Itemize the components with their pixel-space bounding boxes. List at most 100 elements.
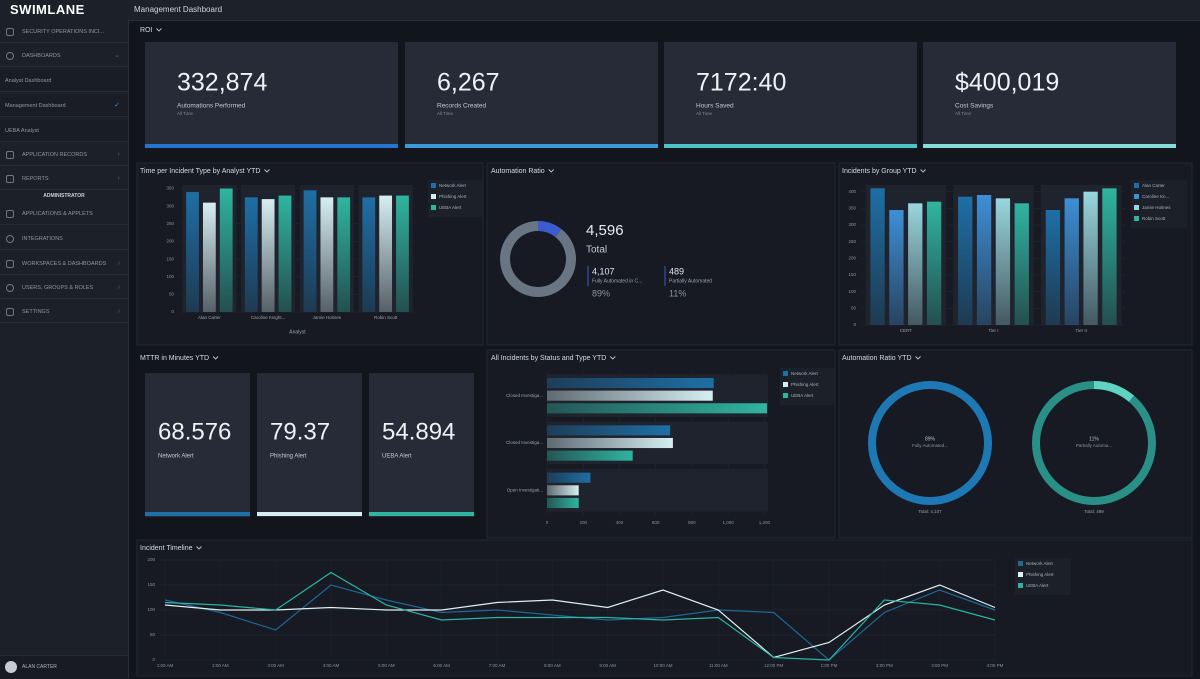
- chevron: [920, 169, 926, 173]
- y-tick-label: 300: [166, 203, 174, 208]
- legend-label: Network Alert: [791, 371, 819, 376]
- legend-box: [1015, 558, 1071, 595]
- x-tick-label: 3:00 PM: [931, 663, 948, 668]
- nav-item[interactable]: WORKSPACES & DASHBOARDS ›: [0, 253, 128, 275]
- legend-box: [1131, 180, 1187, 228]
- bar: [926, 201, 942, 325]
- nav-label: WORKSPACES & DASHBOARDS: [22, 261, 107, 267]
- kpi-value: 79.37: [270, 418, 330, 445]
- nav-label: APPLICATION RECORDS: [22, 152, 87, 158]
- kpi-label: Network Alert: [158, 454, 194, 460]
- kpi-note: All Time: [955, 111, 972, 116]
- x-tick-label: 4:00 AM: [323, 663, 340, 668]
- x-tick-label: 3:00 AM: [267, 663, 284, 668]
- chevron: [548, 169, 555, 173]
- panel-title: ROI: [140, 27, 153, 34]
- x-tick-label: 12:00 PM: [764, 663, 784, 668]
- kpi-note: All Time: [437, 111, 454, 116]
- nav-subitem[interactable]: Management Dashboard ✓: [0, 95, 128, 117]
- nav-item[interactable]: USERS, GROUPS & ROLES ›: [0, 277, 128, 299]
- legend-label: Caroline Kn...: [1142, 194, 1169, 199]
- nav-subitem[interactable]: Analyst Dashboard: [0, 70, 128, 92]
- legend-swatch: [783, 393, 788, 398]
- x-tick-label: 800: [688, 520, 696, 525]
- panel-title: Automation Ratio YTD: [842, 355, 912, 362]
- y-tick-label: 100: [848, 289, 856, 294]
- y-tick-label: Open Investigati...: [507, 488, 543, 493]
- y-tick-label: 200: [848, 256, 856, 261]
- kpi-note: All Time: [177, 111, 194, 116]
- bar: [547, 450, 633, 461]
- ring-label: Partially Automa...: [1076, 443, 1112, 448]
- nav-item[interactable]: APPLICATION RECORDS ›: [0, 144, 128, 166]
- nav-item[interactable]: APPLICATIONS & APPLETS: [0, 203, 128, 225]
- kpi-card: [145, 42, 398, 148]
- nav-item[interactable]: DASHBOARDS ⌄: [0, 45, 128, 67]
- nav-item[interactable]: SETTINGS ›: [0, 301, 128, 323]
- legend-swatch: [783, 382, 788, 387]
- bar: [278, 195, 292, 312]
- bar: [547, 390, 713, 401]
- bar: [379, 195, 393, 312]
- y-tick-label: 250: [166, 221, 174, 226]
- nav-label: SETTINGS: [22, 309, 50, 315]
- kpi-note: All Time: [696, 111, 713, 116]
- ring-label: Fully Automated...: [912, 443, 948, 448]
- bar: [1102, 188, 1117, 325]
- panel-title: Incident Timeline: [140, 545, 193, 552]
- x-tick-label: 2:00 AM: [212, 663, 229, 668]
- x-tick-label: Tier I: [988, 328, 998, 333]
- legend-swatch: [1134, 216, 1139, 221]
- chevron: [156, 28, 162, 32]
- x-tick-label: 1:00 PM: [821, 663, 838, 668]
- kpi-value: $400,019: [955, 69, 1059, 97]
- y-tick-label: 150: [166, 256, 174, 261]
- bar: [1014, 203, 1029, 325]
- chevron: [212, 356, 219, 360]
- nav-item[interactable]: REPORTS ›: [0, 168, 128, 190]
- legend-label: Network Alert: [439, 183, 467, 188]
- bar: [870, 188, 885, 325]
- x-tick-label: 8:00 AM: [544, 663, 561, 668]
- donut-percent: 89%: [592, 288, 610, 298]
- nav-label: APPLICATIONS & APPLETS: [22, 211, 93, 217]
- kpi-value: 7172:40: [696, 69, 786, 97]
- bar: [976, 195, 992, 325]
- nav-item[interactable]: SECURITY OPERATIONS INCI...: [0, 21, 128, 43]
- x-tick-label: Jamie Holmes: [313, 315, 342, 320]
- kpi-value: 68.576: [158, 418, 231, 445]
- x-tick-label: 7:00 AM: [489, 663, 506, 668]
- kpi-bar: [145, 144, 398, 148]
- legend-label: Jamie Holmes: [1142, 205, 1171, 210]
- panel-title: All Incidents by Status and Type YTD: [491, 355, 606, 362]
- bar: [396, 195, 409, 312]
- kpi-card: [369, 373, 474, 517]
- nav-label: INTEGRATIONS: [22, 236, 63, 242]
- x-tick-label: Tier II: [1075, 328, 1086, 333]
- y-tick-label: 100: [147, 607, 155, 612]
- bar: [202, 202, 216, 312]
- x-tick-label: Robin Scott: [374, 315, 398, 320]
- chevron: [915, 356, 921, 360]
- user-bar[interactable]: ALAN CARTER: [0, 655, 128, 679]
- nav-item[interactable]: INTEGRATIONS: [0, 228, 128, 250]
- y-tick-label: 150: [848, 272, 856, 277]
- panel-title: Automation Ratio: [491, 168, 545, 175]
- kpi-bar: [145, 512, 250, 516]
- bar: [547, 472, 591, 483]
- legend-swatch: [1134, 205, 1139, 210]
- panel-title: Incidents by Group YTD: [842, 168, 917, 175]
- bar: [1045, 210, 1061, 325]
- nav-label: USERS, GROUPS & ROLES: [22, 285, 94, 291]
- legend-swatch: [1018, 583, 1023, 588]
- y-tick-label: 0: [152, 657, 155, 662]
- ring-total: Total: 4,107: [918, 509, 942, 514]
- donut-category: Partially Automated: [669, 278, 712, 284]
- x-tick-label: 0: [546, 520, 549, 525]
- nav-subitem[interactable]: UEBA Analyst: [0, 120, 128, 142]
- x-tick-label: 10:00 AM: [653, 663, 672, 668]
- kpi-card: [664, 42, 917, 148]
- bar: [219, 188, 233, 312]
- kpi-bar: [405, 144, 658, 148]
